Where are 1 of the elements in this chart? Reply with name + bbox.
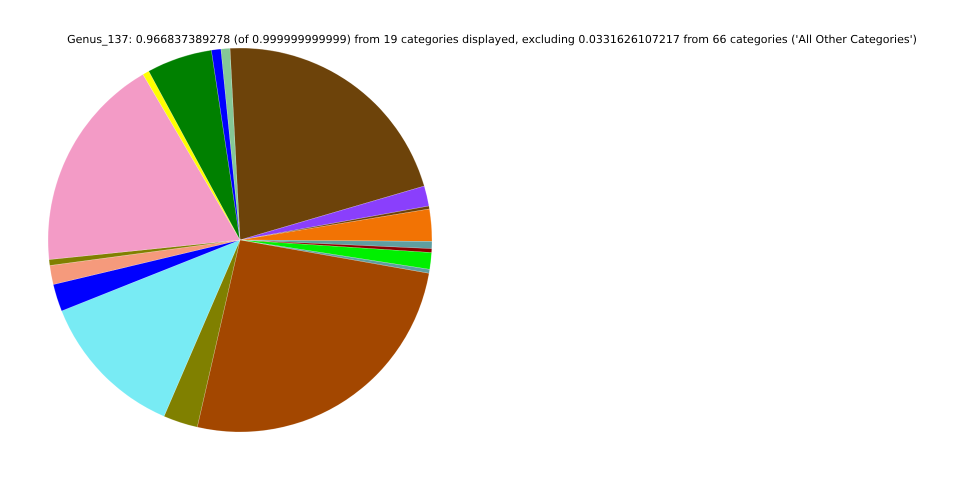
text: Genus_137: 0.966837389278 (of 0.999999999999) from 19 categories displayed, excluding 0.0331626107217 from 66 categories ('All Other Categories')	[67, 33, 917, 46]
